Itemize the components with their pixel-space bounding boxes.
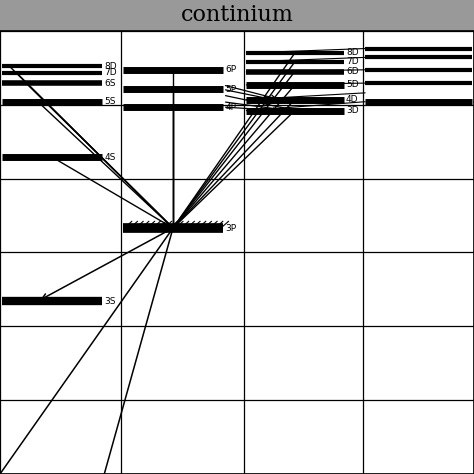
Text: 8D: 8D — [346, 48, 359, 57]
Text: 6D: 6D — [346, 67, 359, 76]
Text: 4P: 4P — [225, 102, 236, 111]
Text: 8D: 8D — [104, 62, 117, 71]
Text: 3S: 3S — [104, 297, 116, 306]
Text: 3D: 3D — [346, 106, 359, 115]
Text: 5S: 5S — [104, 97, 116, 106]
Text: 4I: 4I — [473, 97, 474, 106]
Text: 7D: 7D — [346, 57, 359, 66]
Text: 6P: 6P — [225, 65, 236, 74]
Text: 6F: 6F — [473, 65, 474, 74]
Text: 3P: 3P — [225, 224, 236, 233]
Text: 6S: 6S — [104, 79, 116, 88]
Text: 7D: 7D — [104, 68, 117, 77]
Text: 4S: 4S — [104, 153, 116, 162]
Text: 7F: 7F — [473, 53, 474, 62]
Text: 4D: 4D — [346, 95, 358, 104]
Text: 5F: 5F — [473, 79, 474, 88]
Bar — [0, 0, 474, 31]
Text: continium: continium — [181, 4, 293, 27]
Text: 8F: 8F — [473, 44, 474, 53]
Text: 5D: 5D — [346, 81, 359, 90]
Text: 5P: 5P — [225, 85, 236, 94]
